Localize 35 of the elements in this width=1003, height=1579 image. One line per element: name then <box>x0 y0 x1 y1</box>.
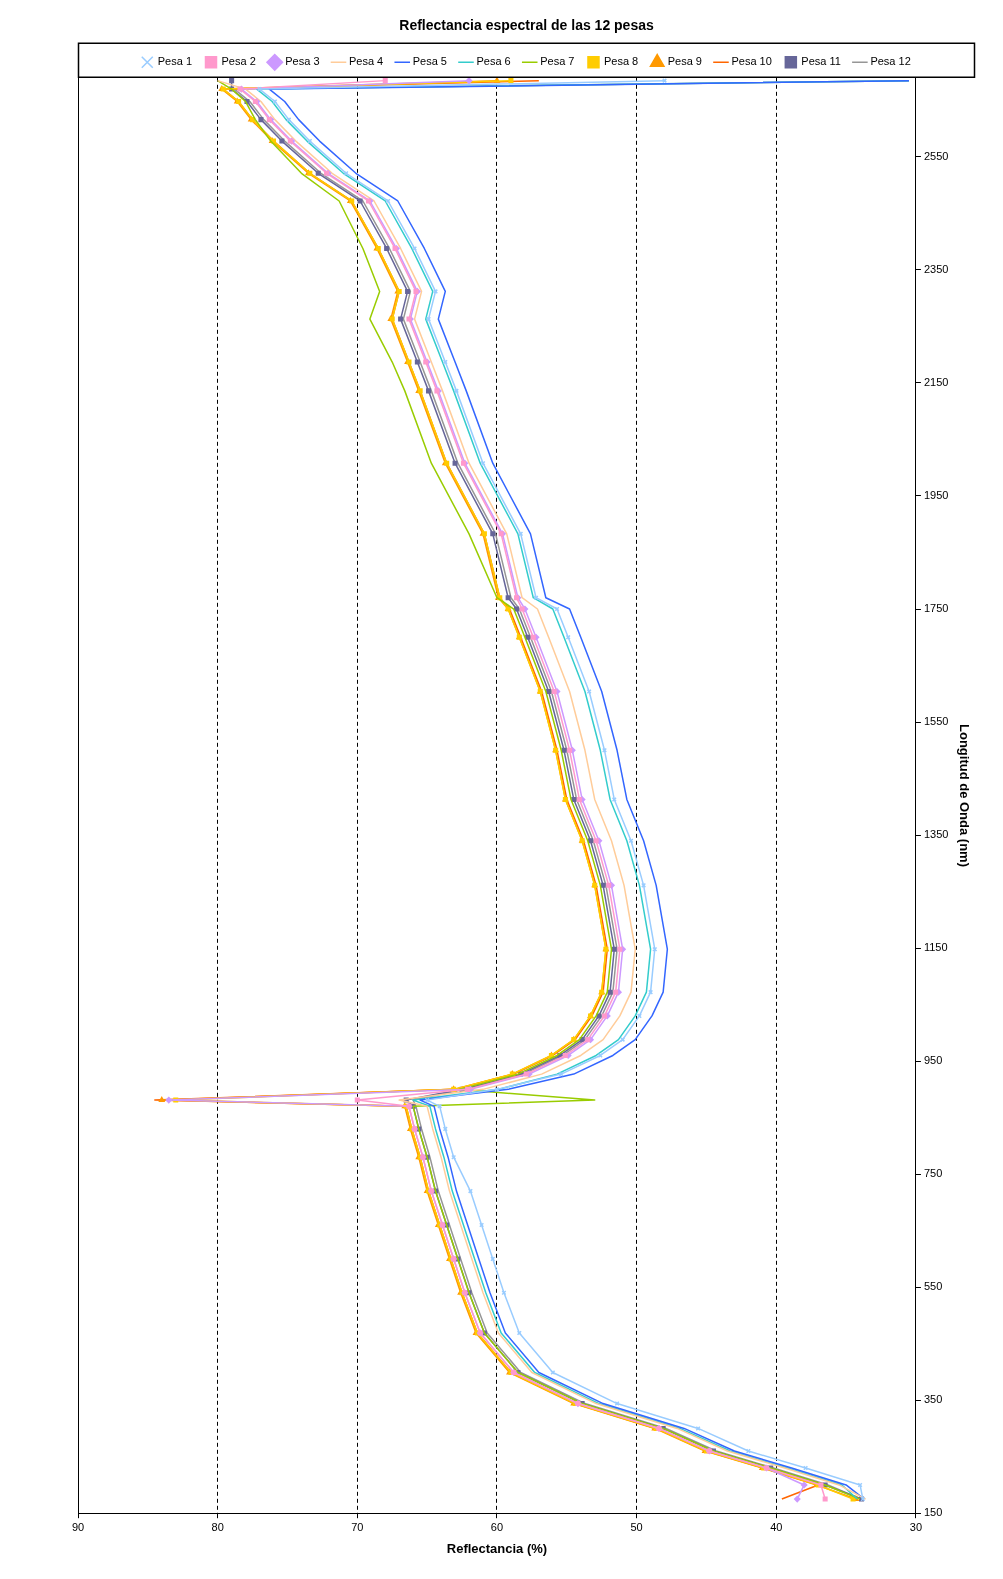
y-tick-label: 550 <box>923 1280 943 1293</box>
legend-label: Pesa 11 <box>801 55 841 68</box>
legend-label: Pesa 2 <box>221 55 256 68</box>
x-tick-label: 80 <box>211 1520 224 1533</box>
y-tick-label: 150 <box>923 1506 943 1519</box>
y-tick-label: 350 <box>923 1393 943 1406</box>
x-tick-label: 30 <box>909 1520 923 1533</box>
legend-label: Pesa 7 <box>540 55 575 68</box>
x-tick-label: 40 <box>770 1520 783 1533</box>
x-tick-label: 70 <box>351 1520 364 1533</box>
y-tick-label: 1350 <box>923 828 949 841</box>
x-tick-label: 90 <box>71 1520 85 1533</box>
x-tick-label: 60 <box>490 1520 504 1533</box>
legend-label: Pesa 9 <box>667 55 702 68</box>
x-tick-label: 50 <box>630 1520 643 1533</box>
y-axis-title: Longitud de Onda (nm) <box>956 724 972 867</box>
y-tick-label: 2350 <box>923 262 949 275</box>
y-tick-label: 950 <box>923 1054 943 1067</box>
legend-label: Pesa 12 <box>870 55 911 68</box>
legend-label: Pesa 6 <box>476 55 511 68</box>
legend-label: Pesa 3 <box>285 55 320 68</box>
legend-label: Pesa 10 <box>731 55 772 68</box>
y-tick-label: 1550 <box>923 715 949 728</box>
legend-label: Pesa 1 <box>157 55 193 68</box>
y-tick-label: 750 <box>923 1167 943 1180</box>
y-tick-label: 1150 <box>923 941 948 954</box>
legend-label: Pesa 4 <box>348 55 384 68</box>
y-tick-label: 1750 <box>923 602 949 615</box>
legend-label: Pesa 5 <box>412 55 447 68</box>
y-tick-label: 2150 <box>923 376 949 388</box>
x-axis-title: Reflectancia (%) <box>446 1540 548 1556</box>
y-tick-label: 1950 <box>923 489 949 502</box>
chart-title: Reflectancia espectral de las 12 pesas <box>399 17 654 34</box>
legend-label: Pesa 8 <box>603 55 639 68</box>
y-tick-label: 2550 <box>923 149 949 162</box>
